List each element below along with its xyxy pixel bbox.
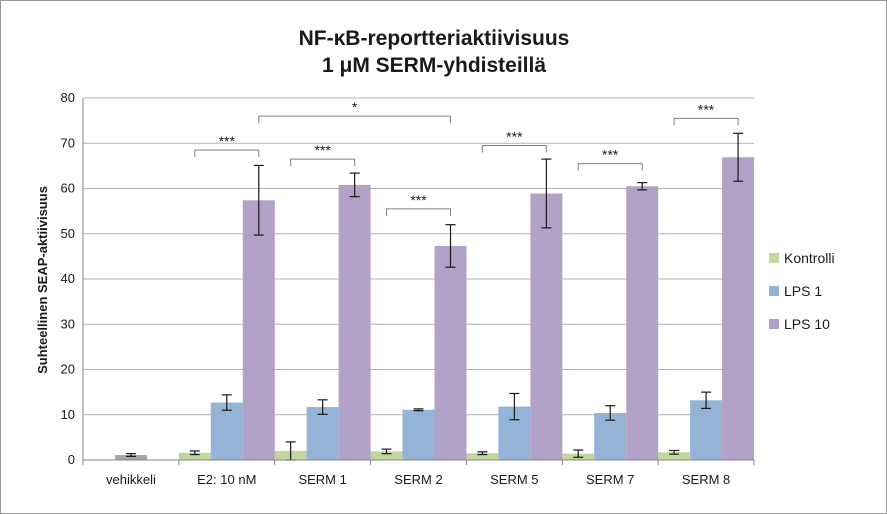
chart-subtitle: 1 μM SERM-yhdisteillä <box>322 54 546 77</box>
bar-lps-10 <box>722 157 755 460</box>
significance-label: *** <box>602 147 619 163</box>
significance-label: *** <box>698 101 715 117</box>
significance-bracket <box>194 149 260 158</box>
x-tick-label: E2: 10 nM <box>197 472 256 487</box>
legend-label: LPS 10 <box>784 316 830 332</box>
bar-lps-1 <box>594 412 627 460</box>
significance-bracket <box>290 158 356 167</box>
significance-bracket <box>258 115 451 124</box>
bar-kontrolli <box>466 453 499 460</box>
y-tick-label: 30 <box>61 316 75 331</box>
bar-lps-1 <box>210 402 243 460</box>
x-tick-label: SERM 1 <box>298 472 346 487</box>
bar-kontrolli <box>178 452 211 460</box>
legend-swatch <box>769 319 779 329</box>
gridlines <box>83 97 754 416</box>
bar-lps-1 <box>402 409 435 460</box>
significance-label: *** <box>314 142 331 158</box>
legend-swatch <box>769 286 779 296</box>
bar-lps-10 <box>338 184 371 460</box>
bar-lps-10 <box>626 186 659 461</box>
bars <box>114 132 755 461</box>
y-axis-label: Suhteellinen SEAP-aktiivisuus <box>35 186 50 374</box>
x-tick-label: SERM 7 <box>586 472 634 487</box>
x-tick-label: SERM 5 <box>490 472 538 487</box>
y-tick-label: 50 <box>61 226 75 241</box>
x-tick-label: vehikkeli <box>106 472 156 487</box>
y-tick-label: 70 <box>61 135 75 150</box>
bar-kontrolli <box>370 451 403 460</box>
bar-lps-10 <box>434 245 467 460</box>
y-tick-label: 40 <box>61 271 75 286</box>
x-tick-label: SERM 8 <box>682 472 730 487</box>
bar-lps-1 <box>690 400 723 460</box>
y-tick-label: 10 <box>61 407 75 422</box>
significance-bracket <box>673 117 739 126</box>
axes: 0 10 20 30 40 50 60 70 80 vehikkeli E2: 10 nM SERM … <box>61 90 755 487</box>
y-tick-label: 60 <box>61 181 75 196</box>
chart-title: NF-κB-reportteriaktiivisuus <box>299 27 570 50</box>
bar-lps-10 <box>242 200 275 460</box>
significance-brackets: ******************* <box>194 99 739 216</box>
significance-label: *** <box>410 192 427 208</box>
significance-bracket <box>577 163 643 171</box>
bar-lps-1 <box>306 407 339 460</box>
significance-label: * <box>352 99 358 115</box>
legend: Kontrolli LPS 1 LPS 10 <box>769 250 835 332</box>
x-tick-label: SERM 2 <box>394 472 442 487</box>
significance-bracket <box>386 208 451 216</box>
legend-label: LPS 1 <box>784 283 822 299</box>
bar-lps-10 <box>530 193 563 461</box>
legend-label: Kontrolli <box>784 250 835 266</box>
y-tick-label: 0 <box>68 452 75 467</box>
y-tick-label: 80 <box>61 90 75 105</box>
y-tick-label: 20 <box>61 362 75 377</box>
bar-kontrolli <box>114 455 147 460</box>
bar-kontrolli <box>658 452 691 460</box>
significance-label: *** <box>219 133 236 149</box>
significance-bracket <box>481 145 547 153</box>
legend-swatch <box>769 253 779 263</box>
significance-label: *** <box>506 129 523 145</box>
